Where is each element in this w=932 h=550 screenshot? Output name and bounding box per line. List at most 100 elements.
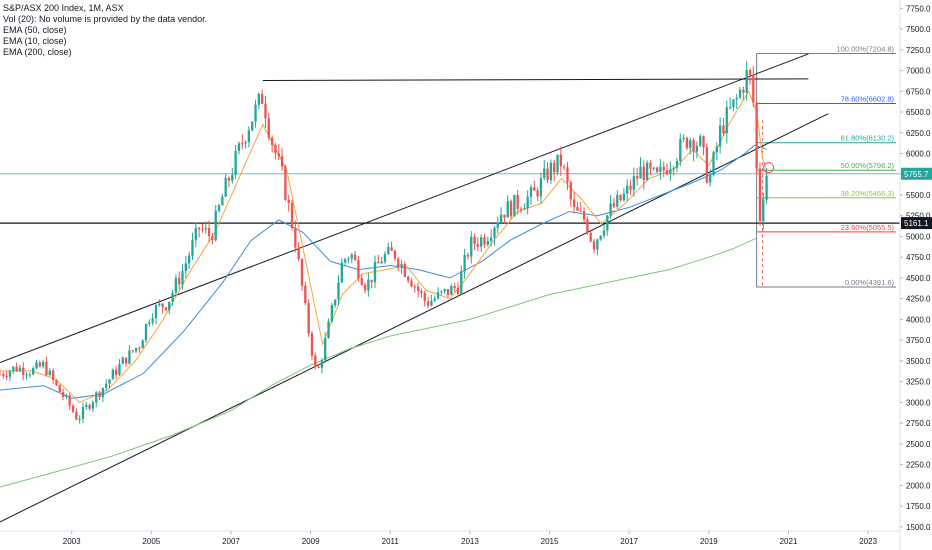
legend-ema-200[interactable]: EMA (200, close) <box>3 47 72 57</box>
candle-body <box>320 360 324 368</box>
candle-body <box>699 136 702 146</box>
candle-body <box>261 93 264 104</box>
candle-body <box>221 196 224 206</box>
candle-body <box>330 305 334 322</box>
x-tick-label: 2015 <box>541 537 559 546</box>
candle-body <box>174 278 178 293</box>
legend-title[interactable]: S&P/ASX 200 Index, 1M, ASX <box>3 3 124 13</box>
candle-body <box>41 361 45 367</box>
fibonacci-retracement[interactable]: 100.00%(7204.8) 78.60%(6602.8) 61.80%(6130… <box>756 45 897 288</box>
y-tick-label: 2250.0 <box>906 461 931 470</box>
candle-body <box>310 333 314 356</box>
candle-body <box>416 286 420 292</box>
y-tick-label: 3250.0 <box>906 378 931 387</box>
candle-body <box>446 289 450 295</box>
candle-body <box>387 247 390 254</box>
candle-body <box>752 74 755 103</box>
candle-body <box>201 229 204 231</box>
candle-body <box>496 222 499 228</box>
legend-ema-50[interactable]: EMA (50, close) <box>3 25 67 35</box>
candle-body <box>725 107 728 134</box>
candle-body <box>91 402 95 409</box>
candle-body <box>284 166 287 200</box>
candle-body <box>509 201 513 217</box>
x-axis[interactable]: 2003 2005 2007 2009 2011 2013 2015 2017 2019 2021… <box>63 531 878 546</box>
y-tick-label: 1500.0 <box>906 523 931 532</box>
x-tick-label: 2013 <box>461 537 479 546</box>
candle-body <box>642 166 645 181</box>
candle-body <box>619 195 622 201</box>
candle-body <box>211 236 214 241</box>
candle-body <box>270 137 274 146</box>
candle-body <box>410 280 413 287</box>
candle-body <box>466 255 470 257</box>
candle-body <box>28 374 32 376</box>
fib-level-label: 61.80%(6130.2) <box>841 134 895 143</box>
fib-level-label: 23.60%(5055.5) <box>841 223 895 232</box>
candle-body <box>134 347 138 352</box>
candle-body <box>18 367 22 372</box>
candle-body <box>191 240 194 256</box>
candle-body <box>649 162 652 169</box>
candle-body <box>669 169 672 175</box>
candle-body <box>702 136 705 148</box>
candle-body <box>343 259 347 263</box>
candle-body <box>377 262 380 264</box>
plot-area[interactable]: 100.00%(7204.8) 78.60%(6602.8) 61.80%(6130… <box>0 45 900 523</box>
candle-body <box>101 387 105 397</box>
candle-body <box>400 263 403 268</box>
horizontal-lines[interactable] <box>0 173 900 224</box>
candle-body <box>55 379 58 385</box>
candle-body <box>158 303 161 306</box>
candle-body <box>579 210 582 212</box>
candle-body <box>692 140 695 152</box>
candle-body <box>450 286 453 295</box>
candle-body <box>334 299 337 306</box>
y-tick-label: 4750.0 <box>906 253 931 262</box>
candle-body <box>35 362 38 369</box>
candle-body <box>493 227 496 238</box>
candle-body <box>393 250 397 259</box>
y-axis[interactable]: 1500.0 1750.0 2000.0 2250.0 2500.0 2750.0 3000… <box>900 4 931 532</box>
candle-body <box>38 362 41 367</box>
candle-body <box>317 366 320 368</box>
candle-body <box>426 301 430 306</box>
candle-body <box>689 140 692 149</box>
candle-body <box>257 93 261 105</box>
candle-body <box>685 137 689 149</box>
legend-volume[interactable]: Vol (20): No volume is provided by the d… <box>3 14 208 24</box>
candle-body <box>247 130 251 142</box>
candle-body <box>430 300 433 306</box>
candle-body <box>314 355 317 367</box>
candle-body <box>267 118 270 138</box>
legend-ema-10[interactable]: EMA (10, close) <box>3 36 67 46</box>
candle-body <box>85 404 88 407</box>
candle-body <box>121 357 124 365</box>
candle-body <box>148 322 151 325</box>
candle-body <box>370 279 373 283</box>
candle-body <box>420 291 423 293</box>
candle-body <box>503 214 506 218</box>
candle-body <box>626 185 629 194</box>
candle-body <box>616 195 619 207</box>
trend-line <box>262 78 809 81</box>
candle-body <box>251 121 254 131</box>
candle-body <box>413 286 416 288</box>
candle-body <box>745 69 748 93</box>
candle-body <box>622 193 626 201</box>
candle-body <box>423 292 426 302</box>
candle-body <box>294 227 297 248</box>
trend-lines[interactable] <box>0 53 829 523</box>
candle-body <box>75 411 78 420</box>
candle-body <box>526 196 529 209</box>
fib-level-label: 0.00%(4391.6) <box>845 278 895 287</box>
candle-body <box>324 338 327 361</box>
candle-body <box>58 384 61 392</box>
candle-body <box>347 258 350 260</box>
y-tick-label: 5500.0 <box>906 191 931 200</box>
candle-body <box>476 243 480 247</box>
candle-body <box>95 392 98 403</box>
candle-body <box>0 374 2 376</box>
candle-body <box>154 305 158 318</box>
